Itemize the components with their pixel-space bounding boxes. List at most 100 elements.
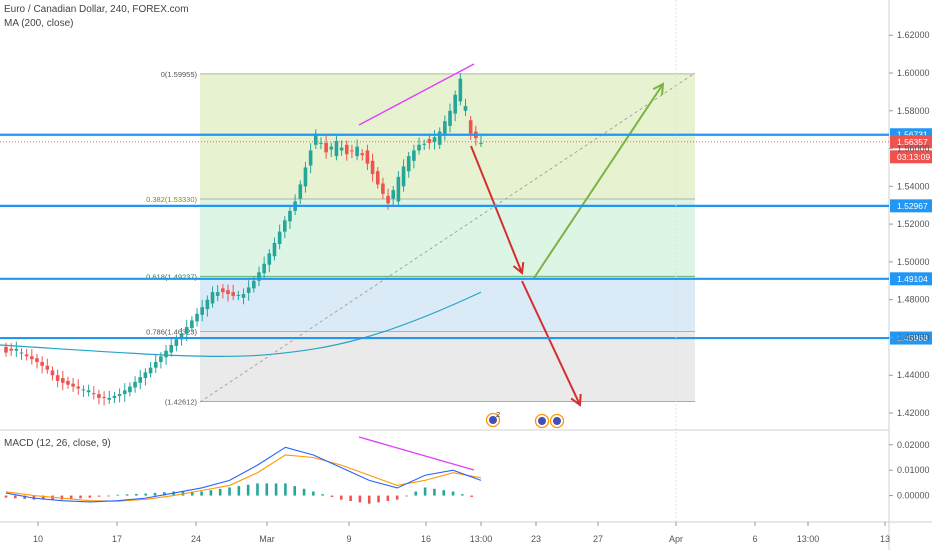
candle-body: [55, 375, 60, 381]
candle-body: [277, 231, 282, 244]
candle-body: [231, 292, 235, 296]
candle-body: [159, 356, 163, 362]
time-tick: 27: [593, 534, 603, 544]
price-label-bg: [890, 199, 932, 213]
price-label-current: 1.56357: [897, 137, 928, 147]
price-tick: 1.42000: [897, 408, 930, 418]
ma-indicator-label[interactable]: MA (200, close): [4, 18, 74, 29]
macd-histogram-bar: [125, 494, 129, 496]
candle-body: [102, 396, 106, 398]
candle-body: [71, 383, 75, 387]
candle-body: [86, 390, 91, 393]
macd-histogram-bar: [14, 495, 17, 499]
candle-body: [66, 380, 70, 385]
fibonacci-retracement[interactable]: 0(1.59955) 0.382(1.53330) 0.618(1.49237) 0.…: [146, 70, 695, 407]
trend-drawings[interactable]: [199, 63, 696, 407]
macd-histogram-bar: [107, 495, 110, 497]
fib-label-1: (1.42612): [165, 397, 198, 406]
macd-histogram-bar: [228, 487, 231, 496]
candle-body: [375, 171, 380, 185]
time-tick: 10: [33, 534, 43, 544]
candle-body: [81, 389, 86, 391]
candle-body: [360, 153, 365, 156]
bearish-arrow-2: [521, 280, 581, 406]
fib-label-0.618: 0.618(1.49237): [146, 272, 197, 281]
candle-body: [169, 345, 174, 353]
candle-body: [97, 394, 101, 398]
candle-body: [174, 339, 179, 346]
macd-histogram-bar: [423, 487, 427, 496]
candle-body: [122, 390, 127, 395]
price-label-level: 1.45968: [897, 333, 928, 343]
candle-body: [308, 150, 313, 166]
candle-body: [148, 367, 153, 374]
macd-histogram-bar: [23, 495, 26, 499]
macd-tick: 0.01000: [897, 465, 930, 475]
candle-body: [417, 144, 421, 151]
macd-histogram-bar: [153, 492, 157, 496]
macd-histogram-bar: [209, 490, 213, 496]
event-markers[interactable]: 2: [485, 410, 565, 429]
macd-histogram-bar: [433, 488, 436, 496]
candle-body: [401, 166, 406, 187]
fib-label-0: 0(1.59955): [161, 70, 198, 79]
candle-body: [143, 372, 148, 379]
price-divergence-line: [358, 63, 475, 126]
price-label-level: 1.52967: [897, 201, 928, 211]
macd-histogram-bar: [237, 486, 241, 496]
candle-body: [4, 346, 8, 353]
candle-body: [468, 120, 473, 134]
time-tick: Apr: [669, 534, 683, 544]
price-tick: 1.60000: [897, 68, 930, 78]
candle-body: [50, 370, 55, 376]
price-tick: 1.50000: [897, 257, 930, 267]
macd-histogram-bar: [367, 495, 371, 504]
fib-label-0.786: 0.786(1.46323): [146, 327, 197, 336]
time-tick: 16: [421, 534, 431, 544]
price-label-level: 1.49104: [897, 274, 928, 284]
macd-histogram-bar: [256, 483, 259, 496]
fib-zone-0.618: [200, 276, 695, 332]
candle-body: [76, 386, 81, 389]
time-axis: 10 17 24 Mar 9 16 13:00 23 27 Apr 6 13:00 13: [33, 0, 890, 544]
candle-body: [303, 167, 308, 187]
price-label-bg: [890, 272, 932, 286]
bullish-arrow: [533, 83, 664, 279]
candle-body: [365, 150, 370, 164]
price-label-bg: [890, 331, 932, 345]
candle-body: [432, 137, 437, 142]
candle-body: [313, 133, 318, 145]
candle-body: [236, 294, 241, 296]
candle-body: [396, 176, 401, 202]
price-tick: 1.52000: [897, 219, 930, 229]
macd-histogram-bar: [190, 491, 194, 496]
price-tick: 1.62000: [897, 30, 930, 40]
candle-body: [412, 150, 416, 161]
candle-body: [406, 156, 411, 172]
candle-body: [448, 110, 452, 126]
price-tick: 1.54000: [897, 181, 930, 191]
candle-body: [226, 290, 230, 294]
candle-body: [30, 356, 34, 360]
moving-average-200: [0, 291, 482, 358]
candle-body: [35, 358, 39, 362]
macd-histogram-bar: [461, 494, 464, 496]
macd-indicator-label[interactable]: MACD (12, 26, close, 9): [4, 438, 111, 449]
time-tick: 17: [112, 534, 122, 544]
economic-event-marker-dot: [489, 416, 497, 424]
candle-body: [283, 220, 287, 232]
candle-body: [386, 195, 390, 204]
fib-zone-0: [200, 73, 695, 199]
candle-body: [453, 94, 457, 114]
price-label-bg: [890, 150, 932, 164]
macd-histogram-bar: [97, 495, 101, 497]
candle-body: [60, 378, 65, 383]
candle-body: [381, 183, 385, 194]
candle-body: [164, 350, 168, 358]
macd-pane: 0.02000 0.01000 0.00000: [4, 436, 930, 504]
symbol-title: Euro / Canadian Dollar, 240, FOREX.com: [4, 4, 189, 15]
candle-body: [40, 362, 44, 366]
economic-event-marker-dot: [553, 417, 561, 425]
